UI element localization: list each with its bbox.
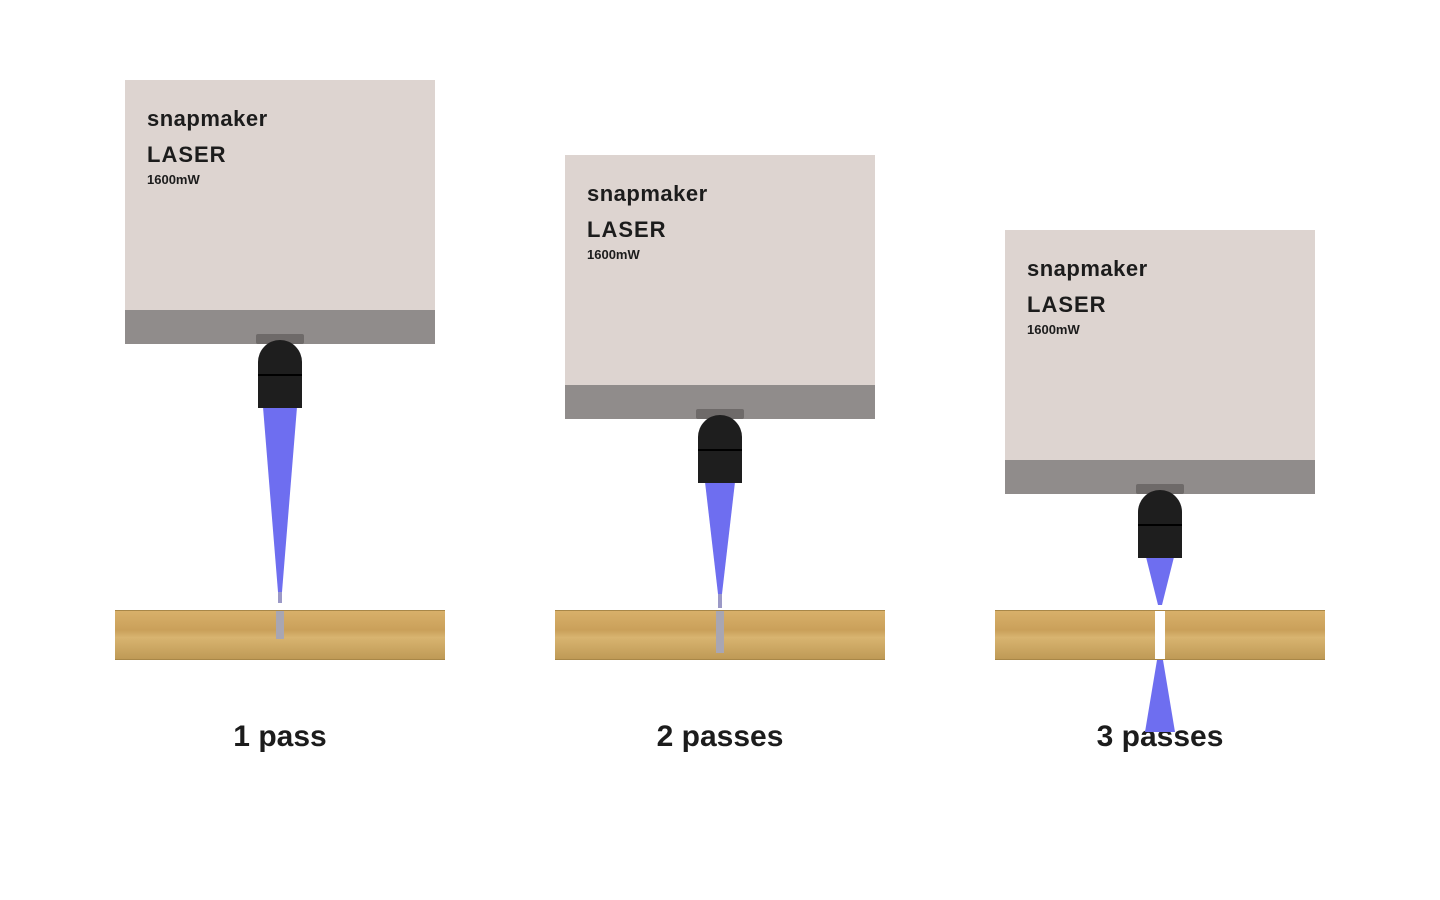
caption: 1 pass <box>233 720 326 754</box>
stage: snapmaker LASER 1600mW <box>995 80 1325 660</box>
stage: snapmaker LASER 1600mW <box>555 80 885 660</box>
brand-text: snapmaker <box>147 106 413 132</box>
material-block <box>995 610 1325 660</box>
module-body: snapmaker LASER 1600mW <box>565 155 875 385</box>
material-block <box>115 610 445 660</box>
module-body: snapmaker LASER 1600mW <box>125 80 435 310</box>
panel-1pass: snapmaker LASER 1600mW 1 pass <box>90 80 470 754</box>
nozzle-icon <box>258 340 302 408</box>
cut-slot-through <box>1155 611 1165 659</box>
nozzle-assembly <box>690 409 750 608</box>
laser-module: snapmaker LASER 1600mW <box>565 155 875 419</box>
module-body: snapmaker LASER 1600mW <box>1005 230 1315 460</box>
brand-text: snapmaker <box>587 181 853 207</box>
brand-text: snapmaker <box>1027 256 1293 282</box>
diagram-row: snapmaker LASER 1600mW 1 pass <box>0 0 1440 754</box>
power-text: 1600mW <box>587 247 853 262</box>
power-text: 1600mW <box>147 172 413 187</box>
nozzle-icon <box>1138 490 1182 558</box>
power-text: 1600mW <box>1027 322 1293 337</box>
laser-module: snapmaker LASER 1600mW <box>1005 230 1315 494</box>
laser-label: LASER <box>147 142 413 168</box>
panel-3passes: snapmaker LASER 1600mW 3 passes <box>970 80 1350 754</box>
laser-label: LASER <box>1027 292 1293 318</box>
caption: 2 passes <box>657 720 784 754</box>
laser-label: LASER <box>587 217 853 243</box>
nozzle-assembly <box>250 334 310 603</box>
laser-beam-icon <box>1144 557 1176 605</box>
laser-beam-icon <box>702 482 738 608</box>
exit-beam-icon <box>1143 660 1177 738</box>
panel-2passes: snapmaker LASER 1600mW 2 passes <box>530 80 910 754</box>
cut-slot <box>276 611 284 639</box>
material-block <box>555 610 885 660</box>
laser-beam-icon <box>260 407 300 603</box>
stage: snapmaker LASER 1600mW <box>115 80 445 660</box>
nozzle-assembly <box>1130 484 1190 605</box>
laser-module: snapmaker LASER 1600mW <box>125 80 435 344</box>
cut-slot <box>716 611 724 653</box>
nozzle-icon <box>698 415 742 483</box>
